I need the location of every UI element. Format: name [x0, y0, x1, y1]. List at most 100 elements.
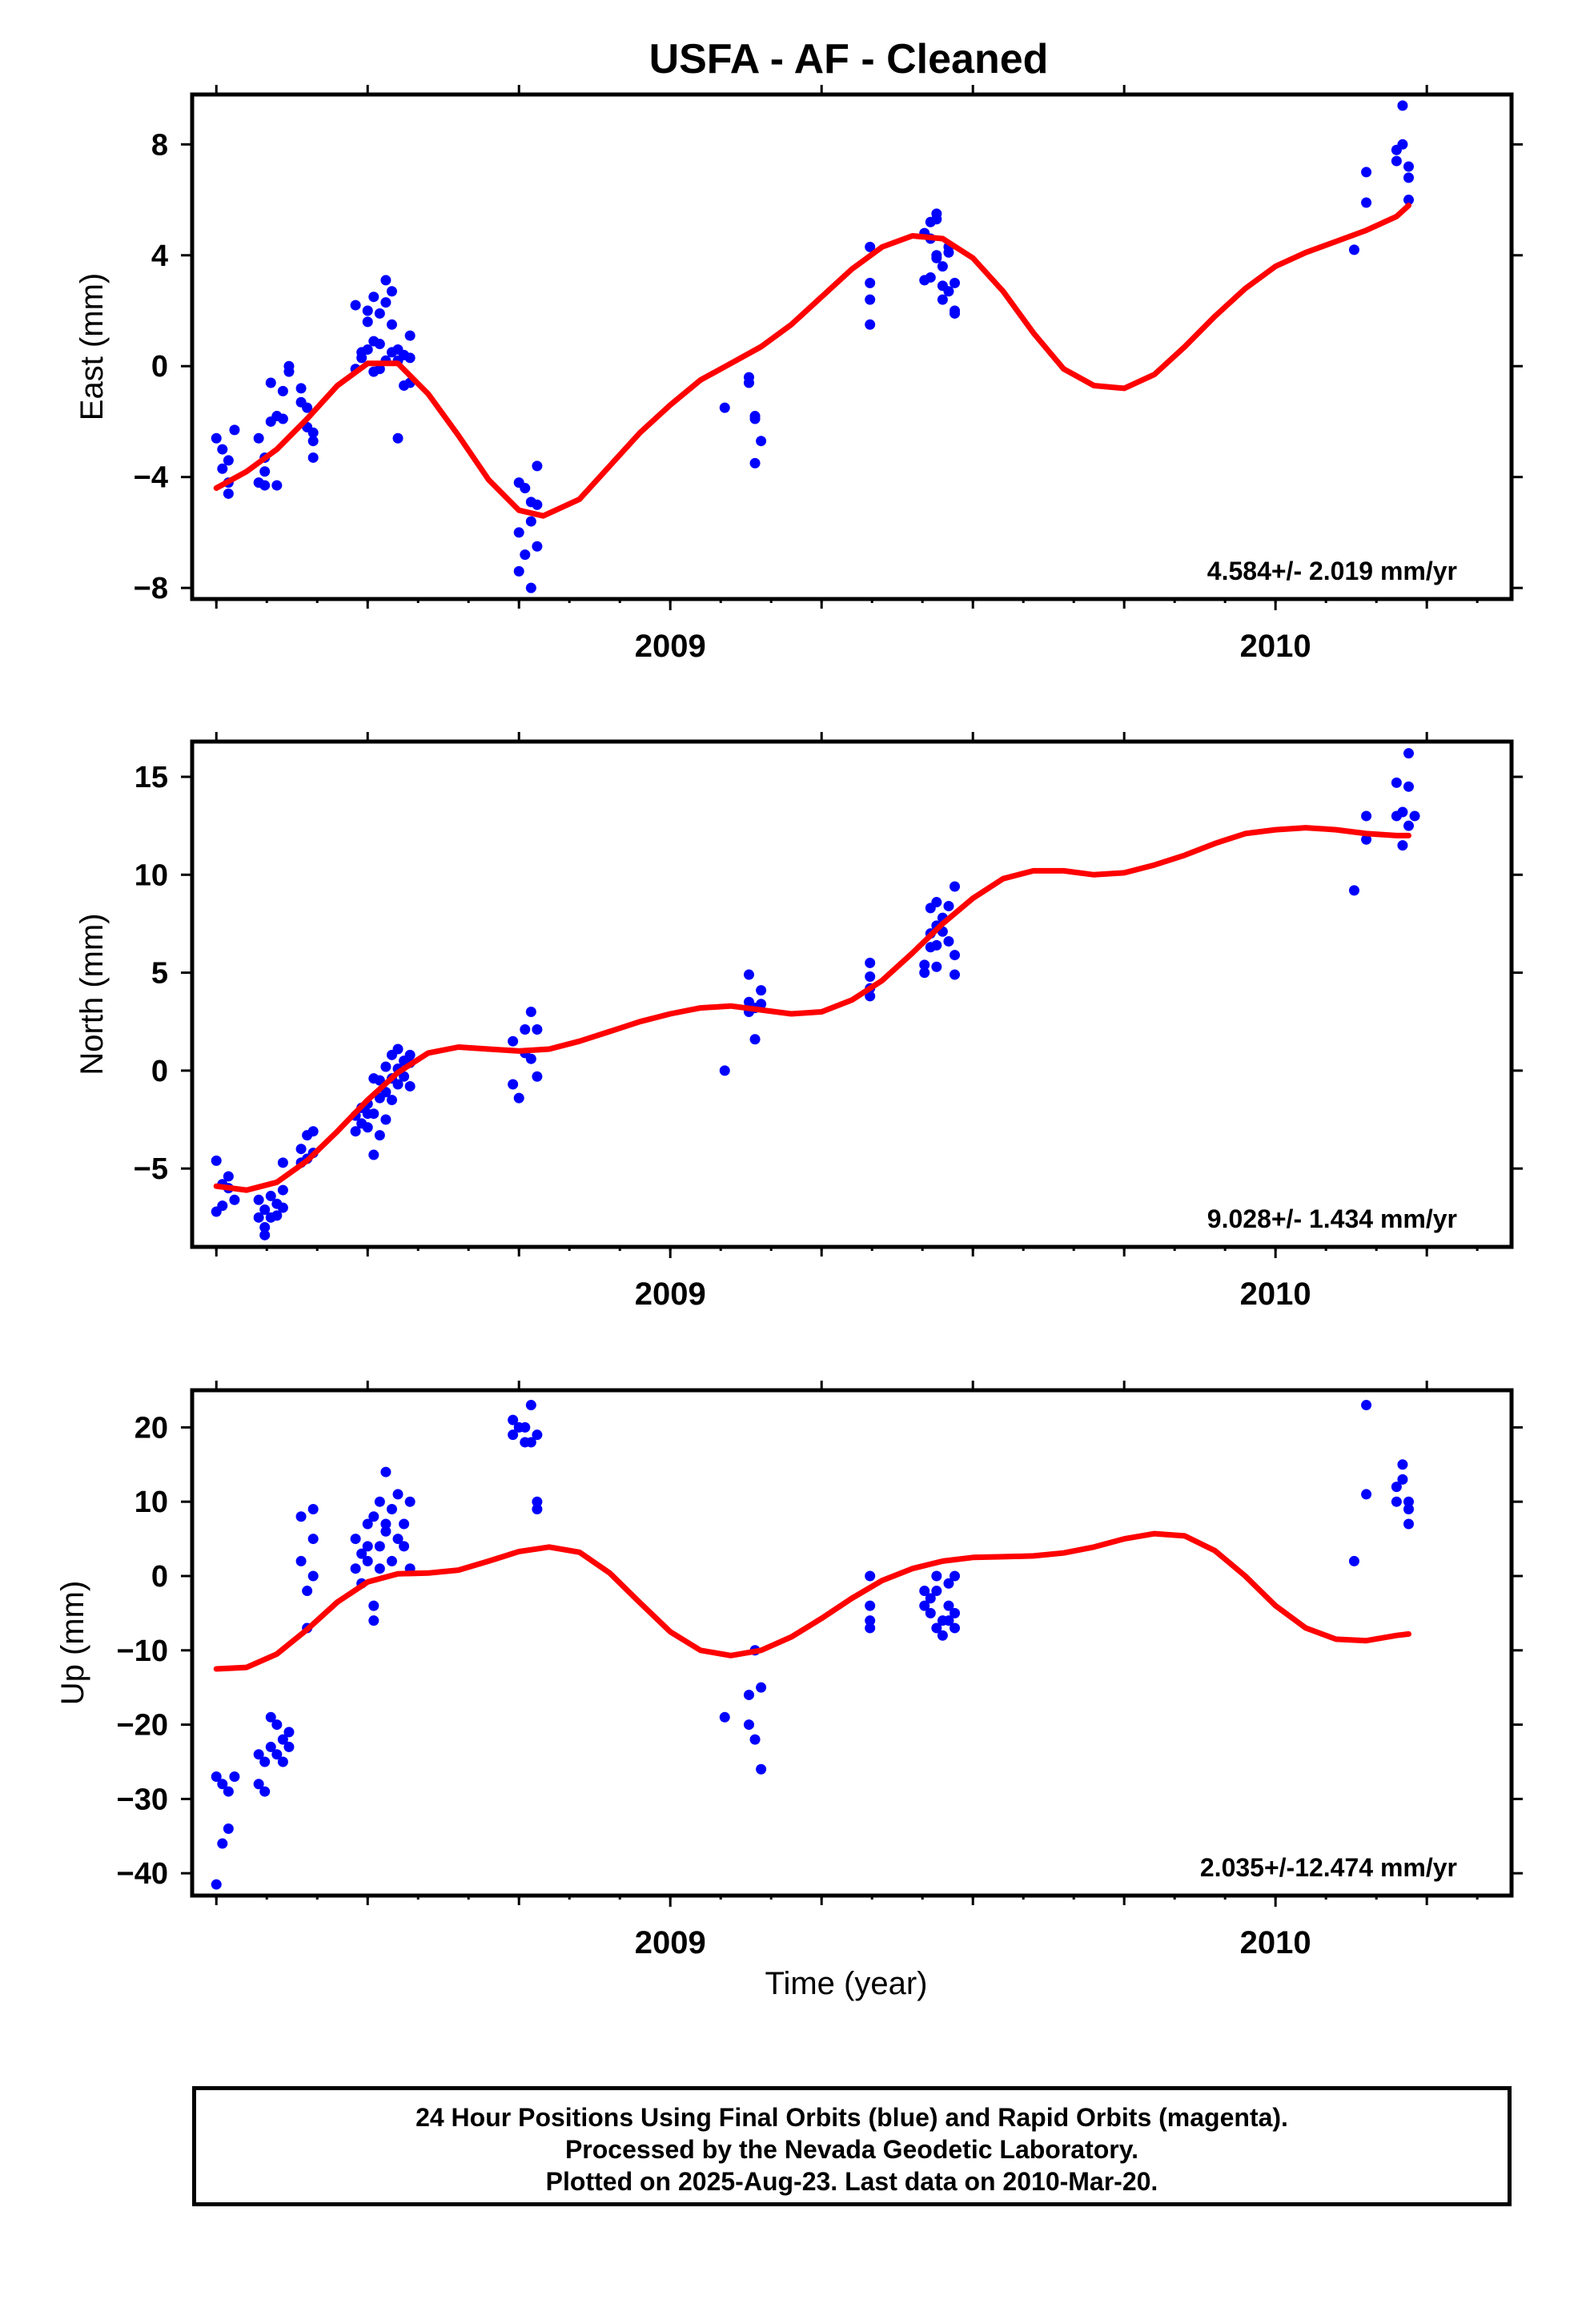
up-plot-frame: [190, 1388, 1514, 1898]
up-data-point: [211, 1771, 222, 1783]
east-data-point: [386, 286, 397, 297]
east-data-point: [362, 344, 373, 355]
north-data-point: [259, 1222, 271, 1233]
up-data-point: [1397, 1474, 1408, 1485]
east-data-point: [931, 252, 942, 263]
east-data-point: [404, 352, 416, 364]
up-data-point: [368, 1615, 379, 1626]
east-data-point: [1348, 244, 1359, 255]
east-data-point: [1361, 167, 1372, 178]
up-y-tick-label: −20: [117, 1709, 168, 1743]
up-data-point: [253, 1749, 264, 1760]
east-data-point: [374, 364, 385, 375]
up-data-point: [392, 1534, 404, 1545]
north-data-point: [277, 1184, 288, 1196]
north-data-point: [865, 971, 876, 982]
east-data-point: [259, 480, 271, 491]
up-data-point: [525, 1437, 536, 1448]
north-data-point: [1403, 748, 1414, 759]
east-data-point: [865, 277, 876, 288]
east-data-point: [259, 466, 271, 477]
east-data-point: [211, 432, 222, 444]
east-data-point: [392, 432, 404, 444]
north-data-point: [950, 950, 961, 961]
east-data-point: [380, 275, 391, 286]
up-data-point: [756, 1763, 767, 1775]
east-data-point: [925, 271, 936, 283]
up-data-point: [508, 1414, 519, 1425]
north-data-point: [350, 1126, 361, 1137]
up-year-label: 2010: [1240, 1925, 1311, 1960]
north-data-point: [386, 1095, 397, 1106]
up-data-point: [307, 1534, 319, 1545]
east-data-point: [350, 300, 361, 311]
east-plot-frame: [190, 92, 1514, 601]
east-data-point: [513, 527, 524, 538]
east-data-point: [1403, 172, 1414, 183]
north-data-point: [1403, 820, 1414, 831]
east-y-tick-label: 4: [151, 239, 168, 273]
east-data-point: [229, 424, 240, 436]
east-data-point: [302, 402, 313, 413]
north-data-point: [265, 1190, 276, 1201]
up-panel: 2009 2010 −40 −30 −20 −10 0 10 20 Up (mm) 2.035+/-…: [55, 1381, 1523, 1960]
up-data-point: [386, 1503, 397, 1514]
north-data-point: [211, 1155, 222, 1166]
up-data-point: [943, 1578, 954, 1589]
north-data-point: [865, 991, 876, 1002]
up-data-point: [950, 1622, 961, 1634]
footer-line-1: 24 Hour Positions Using Final Orbits (bl…: [416, 2103, 1288, 2132]
east-data-point: [865, 319, 876, 330]
up-y-tick-label: −40: [117, 1857, 168, 1891]
north-y-axis-label: North (mm): [74, 913, 110, 1075]
east-data-point: [743, 377, 754, 388]
north-data-point: [1348, 885, 1359, 896]
east-data-point: [513, 565, 524, 577]
up-data-point: [508, 1429, 519, 1441]
north-data-point: [392, 1043, 404, 1055]
up-data-point: [950, 1607, 961, 1618]
up-data-point: [865, 1600, 876, 1611]
up-data-point: [743, 1689, 754, 1700]
east-data-point: [253, 432, 264, 444]
east-data-point: [1397, 139, 1408, 150]
up-data-point: [271, 1749, 283, 1760]
east-year-label: 2009: [635, 629, 706, 664]
east-data-point: [532, 460, 543, 472]
up-data-point: [295, 1511, 307, 1522]
up-y-axis-label: Up (mm): [55, 1581, 90, 1706]
east-fit-curve: [213, 203, 1411, 519]
up-fit-curve: [213, 1530, 1411, 1672]
east-data-point: [525, 582, 536, 593]
north-data-point: [277, 1157, 288, 1168]
east-y-tick-label: 8: [151, 128, 168, 162]
up-data-point: [532, 1496, 543, 1507]
up-data-point: [368, 1600, 379, 1611]
east-data-point: [749, 411, 761, 422]
north-data-point: [513, 1092, 524, 1104]
east-data-point: [362, 316, 373, 328]
page-title: USFA - AF - Cleaned: [648, 36, 1049, 82]
east-data-point: [937, 261, 948, 272]
up-data-point: [925, 1607, 936, 1618]
north-data-point: [271, 1210, 283, 1221]
up-data-point: [1403, 1496, 1414, 1507]
up-data-point: [931, 1570, 942, 1582]
up-data-point: [362, 1555, 373, 1566]
north-data-point: [368, 1149, 379, 1160]
up-data-point: [307, 1570, 319, 1582]
east-data-point: [283, 360, 295, 372]
up-data-point: [380, 1466, 391, 1478]
north-data-point: [223, 1171, 234, 1182]
up-data-point: [756, 1682, 767, 1693]
east-data-point: [356, 352, 367, 364]
up-data-point: [277, 1734, 288, 1745]
north-data-point: [380, 1114, 391, 1125]
up-y-tick-label: 0: [151, 1560, 168, 1594]
up-data-point: [283, 1727, 295, 1738]
north-data-layer: [211, 748, 1420, 1240]
north-data-point: [229, 1194, 240, 1205]
east-data-point: [374, 308, 385, 319]
up-data-point: [749, 1734, 761, 1745]
up-y-tick-label: −30: [117, 1783, 168, 1816]
